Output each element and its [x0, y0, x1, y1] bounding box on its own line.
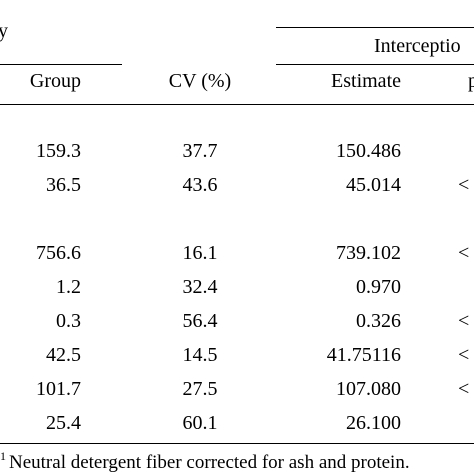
footnote-marker: 1	[0, 449, 6, 463]
cell-estimate: 739.102	[336, 242, 401, 264]
cell-p: <	[458, 378, 470, 400]
column-header-cv: CV (%)	[168, 70, 232, 92]
cell-group: 0.3	[56, 310, 81, 332]
cell-p: <	[458, 174, 470, 196]
header-bottom-rule	[0, 104, 474, 105]
cell-estimate: 41.75116	[326, 344, 401, 366]
cell-group: 36.5	[46, 174, 81, 196]
footnote: 1 Neutral detergent fiber corrected for a…	[0, 449, 410, 474]
cell-cv: 37.7	[182, 140, 218, 162]
cell-cv: 27.5	[182, 378, 218, 400]
column-header-p: p	[468, 70, 474, 92]
left-group-rule	[0, 64, 122, 65]
cell-cv: 32.4	[182, 276, 218, 298]
cell-estimate: 26.100	[346, 412, 401, 434]
cell-p: <	[458, 344, 470, 366]
cell-estimate: 0.970	[356, 276, 401, 298]
interception-group-rule	[276, 27, 474, 28]
cell-cv: 16.1	[182, 242, 218, 264]
cell-estimate: 45.014	[346, 174, 401, 196]
cell-group: 25.4	[46, 412, 81, 434]
cell-estimate: 107.080	[336, 378, 401, 400]
cell-group: 159.3	[36, 140, 81, 162]
cell-cv: 43.6	[182, 174, 218, 196]
column-header-estimate: Estimate	[331, 70, 401, 92]
cell-p: <	[458, 310, 470, 332]
cell-estimate: 150.486	[336, 140, 401, 162]
table-bottom-rule	[0, 443, 474, 444]
interception-subrule	[276, 64, 474, 65]
cell-cv: 14.5	[182, 344, 218, 366]
footnote-text: Neutral detergent fiber corrected for as…	[9, 452, 410, 473]
column-header-group: Group	[29, 70, 81, 92]
header-fragment-left: y	[0, 20, 8, 42]
cell-group: 1.2	[56, 276, 81, 298]
cell-p: <	[458, 242, 470, 264]
cell-estimate: 0.326	[356, 310, 401, 332]
cell-cv: 60.1	[182, 412, 218, 434]
interception-group-header: Interceptio	[374, 35, 461, 57]
cell-group: 756.6	[36, 242, 81, 264]
cell-group: 101.7	[36, 378, 81, 400]
cell-cv: 56.4	[182, 310, 218, 332]
cell-group: 42.5	[46, 344, 81, 366]
